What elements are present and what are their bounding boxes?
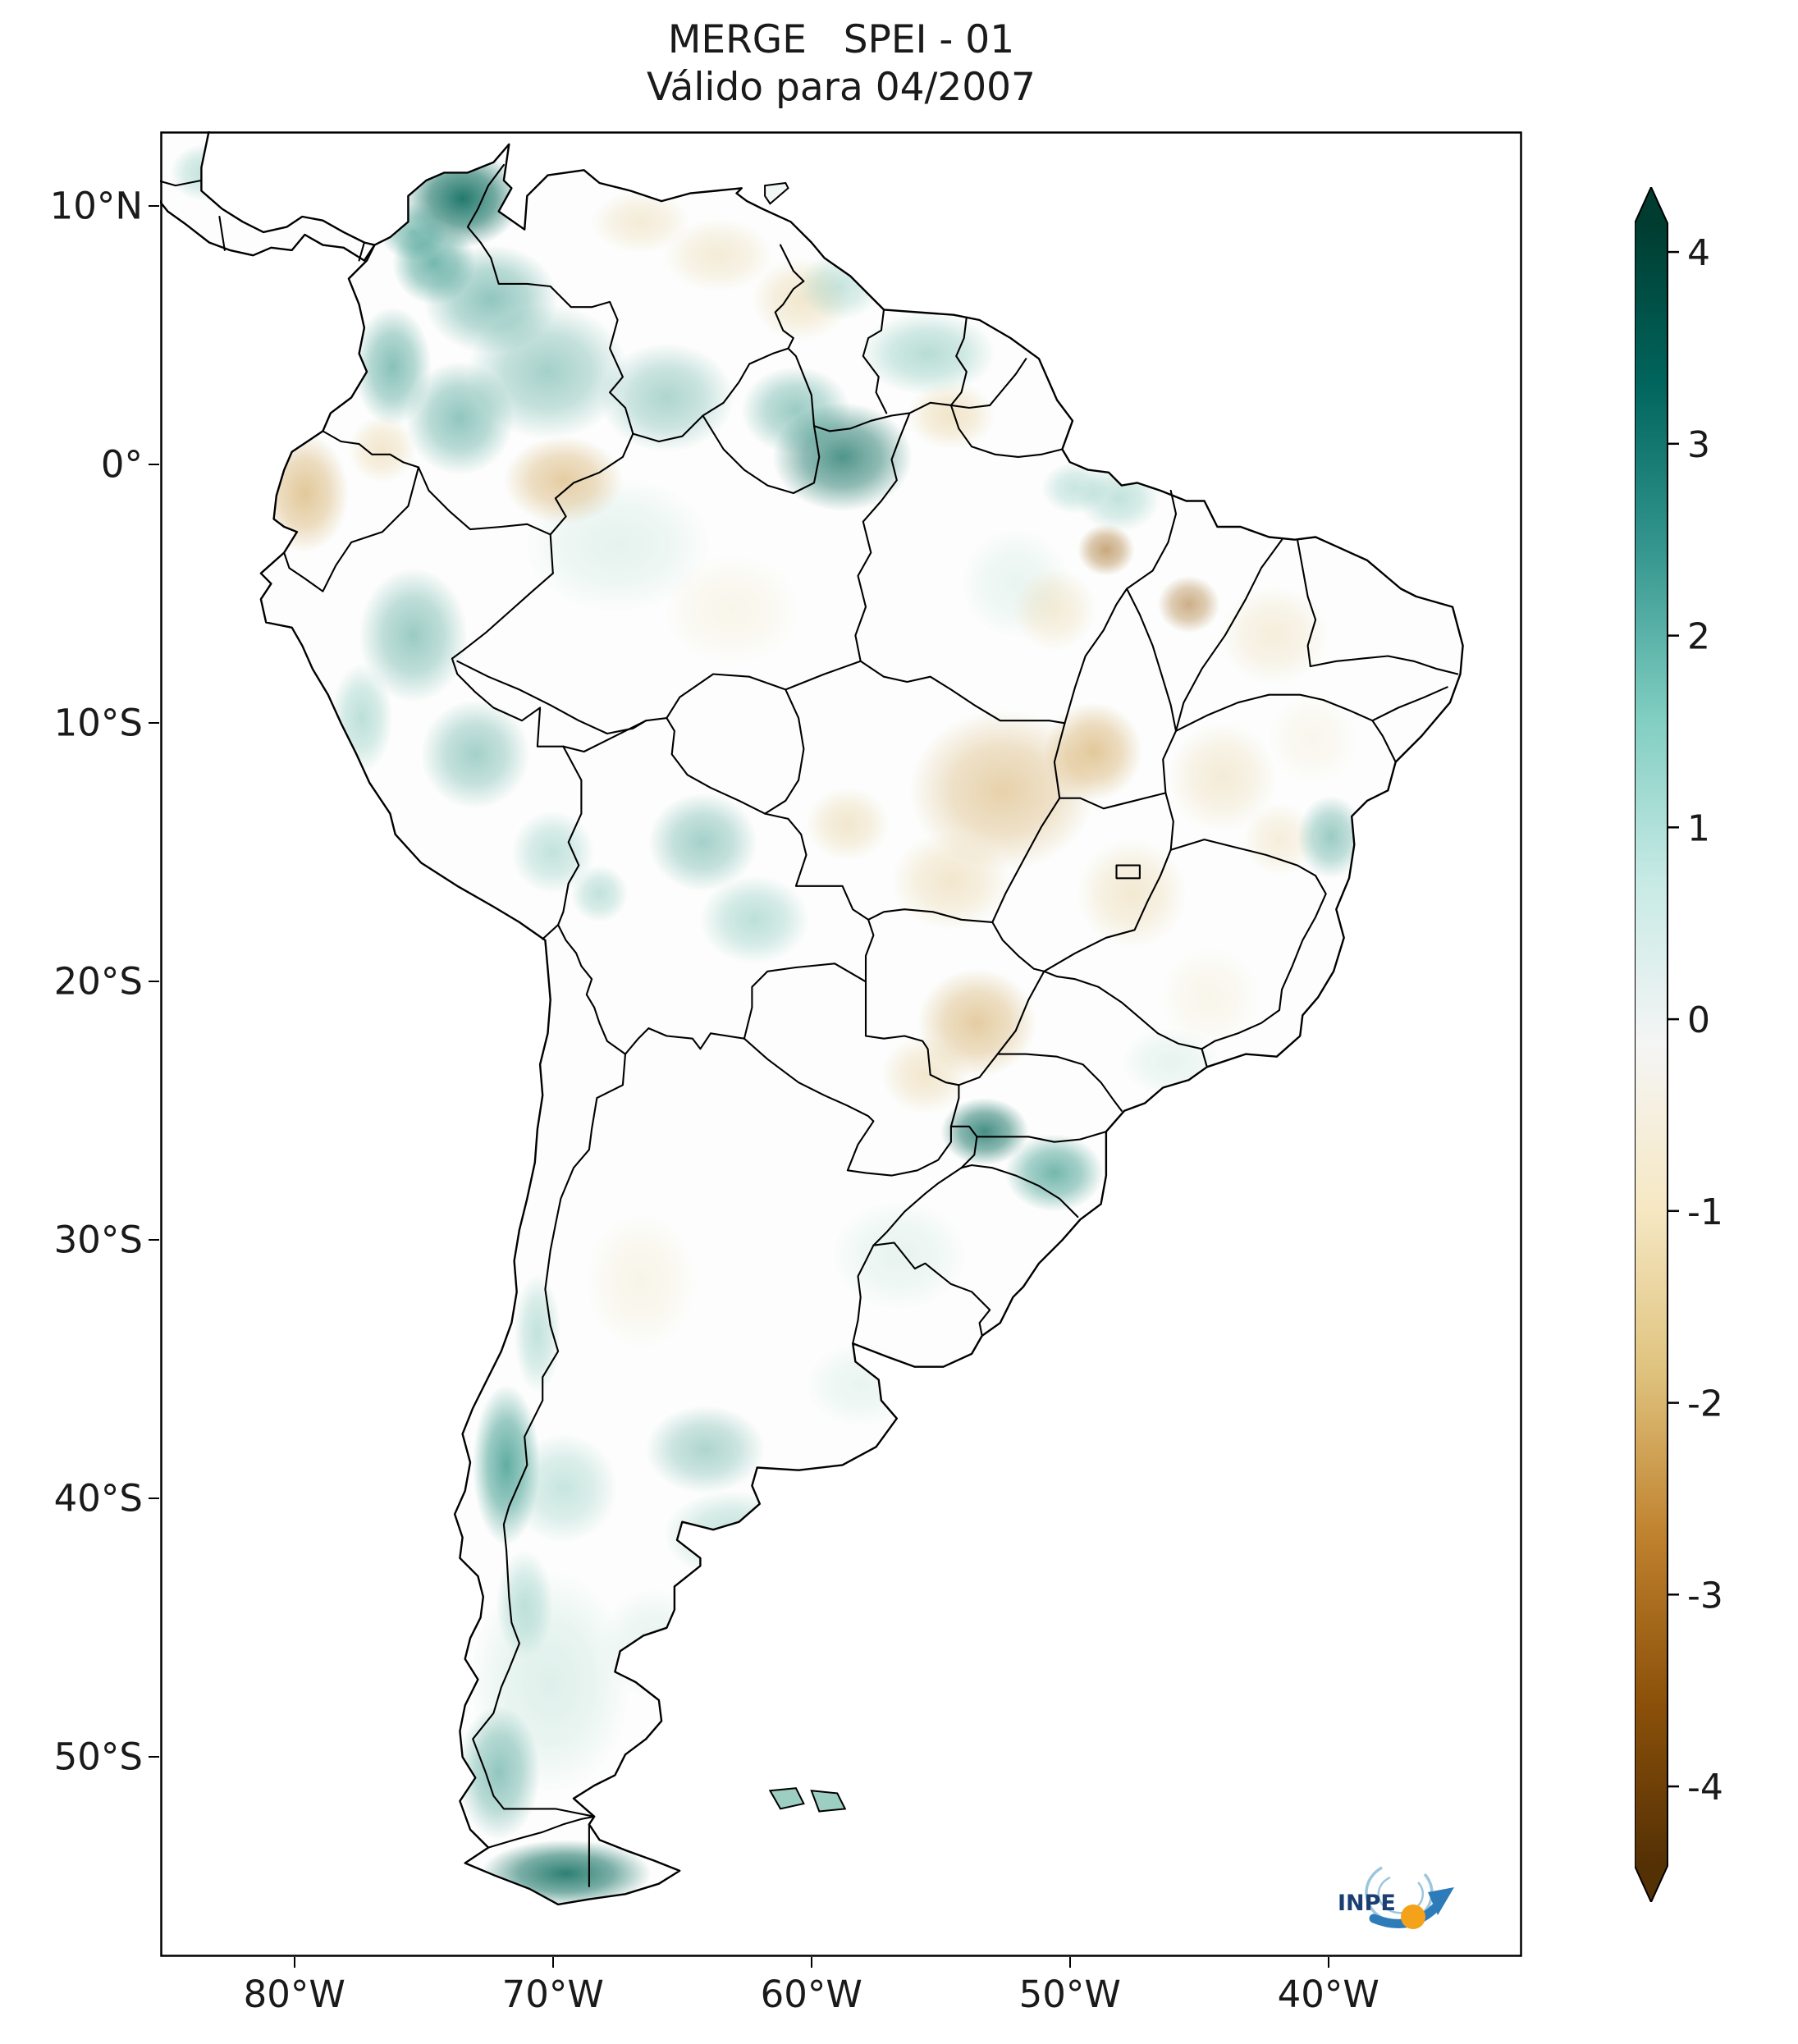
colorbar-extend-max: [1635, 187, 1668, 223]
y-axis-tick-label: 10°S: [53, 701, 143, 745]
y-axis-tick-label: 0°: [100, 442, 143, 487]
logo-swirl-inner: [1377, 1876, 1425, 1914]
y-axis-tick: [149, 1498, 159, 1500]
y-axis-tick: [149, 1756, 159, 1758]
y-axis-tick: [149, 205, 159, 208]
chart-subtitle: Válido para 04/2007: [647, 65, 1036, 110]
inpe-logo: INPE: [1331, 1845, 1479, 1947]
logo-arrow-head: [1428, 1887, 1454, 1915]
y-axis-tick: [149, 464, 159, 466]
y-axis-tick-label: 50°S: [53, 1735, 143, 1779]
spei-field: [170, 144, 1365, 1905]
y-axis-tick-label: 30°S: [53, 1218, 143, 1262]
colorbar-tick-label: 1: [1687, 807, 1710, 849]
x-axis-tick: [293, 1957, 295, 1968]
colorbar-gradient: [1635, 223, 1668, 1866]
x-axis-tick: [551, 1957, 554, 1968]
inpe-logo-svg: INPE: [1338, 1866, 1454, 1929]
chart-title: MERGE SPEI - 01: [667, 17, 1015, 62]
colorbar-extend-min: [1635, 1866, 1668, 1902]
logo-orange-dot: [1401, 1905, 1425, 1929]
colorbar-tick-label: -1: [1687, 1191, 1723, 1233]
colorbar-tick-label: -4: [1687, 1767, 1723, 1809]
y-axis-tick-label: 20°S: [53, 959, 143, 1004]
x-axis-tick: [1327, 1957, 1329, 1968]
coastline: [160, 131, 1464, 1906]
x-axis-tick-label: 50°W: [1018, 1973, 1121, 2016]
colorbar-svg: 4 3 2 1 0 -1 -2 -3 -4: [1634, 185, 1723, 1905]
y-axis-tick: [149, 981, 159, 983]
map-plot: [160, 131, 1522, 1957]
x-axis-tick-label: 80°W: [243, 1973, 345, 2016]
x-axis-tick: [1068, 1957, 1071, 1968]
y-axis-tick: [149, 722, 159, 725]
colorbar-tick-label: -2: [1687, 1383, 1723, 1425]
map-svg: [160, 131, 1522, 1957]
colorbar: 4 3 2 1 0 -1 -2 -3 -4: [1634, 185, 1798, 1905]
y-axis-tick-label: 40°S: [53, 1476, 143, 1520]
x-axis-tick-label: 40°W: [1277, 1973, 1379, 2016]
x-axis-tick: [810, 1957, 812, 1968]
colorbar-tick-label: 0: [1687, 999, 1710, 1041]
x-axis-tick-label: 60°W: [760, 1973, 862, 2016]
colorbar-tick-label: -3: [1687, 1575, 1723, 1616]
plot-frame: [160, 131, 1522, 1957]
political-borders: [160, 163, 1459, 1887]
x-axis-tick-label: 70°W: [501, 1973, 604, 2016]
y-axis-tick: [149, 1239, 159, 1241]
logo-text: INPE: [1338, 1891, 1396, 1916]
colorbar-tick-label: 4: [1687, 232, 1710, 274]
colorbar-tick-label: 2: [1687, 616, 1710, 658]
colorbar-tick-label: 3: [1687, 424, 1710, 466]
y-axis-tick-label: 10°N: [49, 184, 143, 228]
